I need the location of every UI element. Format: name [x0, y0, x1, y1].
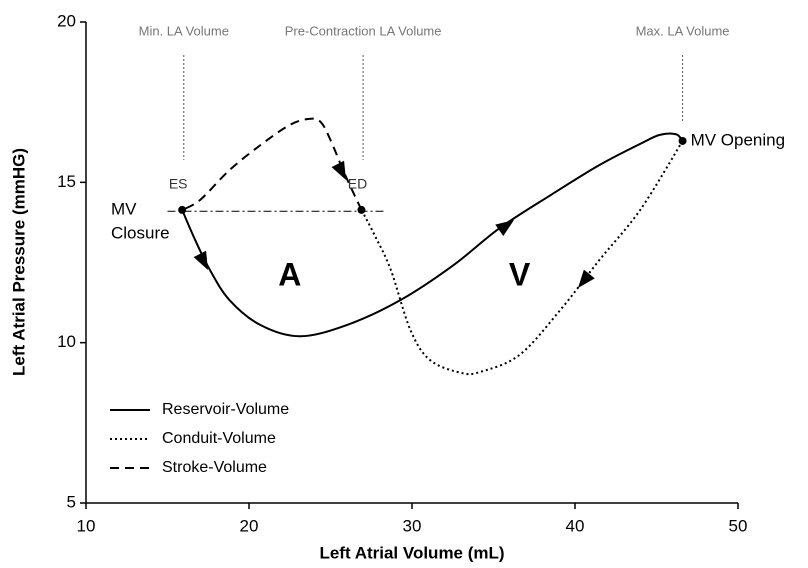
y-tick-label: 5	[67, 492, 76, 511]
closure-label: Closure	[111, 223, 170, 242]
x-tick-label: 10	[77, 516, 96, 535]
point	[178, 205, 187, 214]
x-tick-label: 40	[566, 516, 585, 535]
direction-arrows	[193, 160, 595, 288]
series-line	[360, 140, 684, 376]
region-label: V	[509, 256, 531, 292]
y-axis-label: Left Atrial Pressure (mmHG)	[9, 148, 28, 376]
point-label: ES	[169, 176, 188, 192]
point-label: ED	[348, 176, 367, 192]
y-tick-label: 10	[57, 332, 76, 351]
arrow	[193, 250, 208, 270]
series-line	[181, 132, 684, 338]
series-line	[181, 117, 363, 211]
closure-label: MV	[111, 199, 137, 218]
arrow	[578, 269, 595, 288]
legend-label: Reservoir-Volume	[162, 401, 289, 418]
region-label: A	[278, 256, 301, 292]
point-label: MV Opening	[691, 130, 786, 149]
point	[357, 205, 366, 214]
arrow	[331, 160, 346, 180]
guide-label: Pre-Contraction LA Volume	[285, 23, 442, 38]
legend-label: Stroke-Volume	[162, 459, 267, 476]
x-tick-label: 50	[729, 516, 748, 535]
y-tick-label: 20	[57, 11, 76, 30]
point	[678, 136, 687, 145]
x-axis-label: Left Atrial Volume (mL)	[319, 543, 504, 562]
guide-label: Max. LA Volume	[636, 23, 730, 38]
x-tick-label: 30	[403, 516, 422, 535]
y-tick-label: 15	[57, 172, 76, 191]
arrow	[495, 220, 514, 237]
guide-label: Min. LA Volume	[139, 23, 229, 38]
legend-label: Conduit-Volume	[162, 430, 276, 447]
x-tick-label: 20	[240, 516, 259, 535]
